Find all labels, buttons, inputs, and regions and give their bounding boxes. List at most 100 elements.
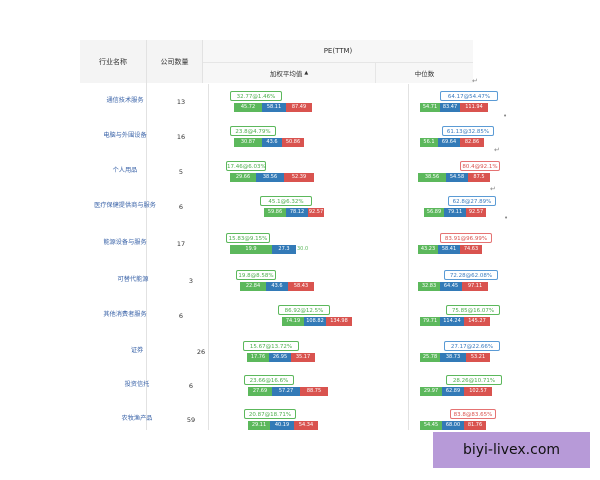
industry-name-link[interactable]: 能源设备与服务	[103, 239, 147, 246]
company-count: 3	[188, 277, 194, 285]
weighted-average-badge[interactable]: 86.92@12.5%	[278, 305, 330, 315]
quantile-low-segment: 22.84	[240, 282, 266, 291]
quantile-high-segment: 54.34	[294, 421, 318, 430]
column-header-industry[interactable]: 行业名称	[80, 40, 147, 83]
weighted-average-quantile-bar: 27.69 57.27 88.75	[248, 387, 328, 396]
quantile-low-segment: 30.87	[234, 138, 262, 147]
median-badge[interactable]: 62.8@27.89%	[448, 196, 496, 206]
column-header-weighted-average[interactable]: 加权平均值 ▲	[203, 63, 376, 83]
weighted-average-badge[interactable]: 23.66@16.6%	[244, 375, 294, 385]
quantile-mid-segment: 69.64	[438, 138, 460, 147]
median-badge[interactable]: 83.8@83.65%	[450, 409, 496, 419]
quantile-high-segment: 82.86	[460, 138, 484, 147]
quantile-high-segment: 52.39	[284, 173, 314, 182]
industry-name-link[interactable]: 证券	[130, 347, 144, 354]
median-quantile-bar: 56.1 69.64 82.86	[420, 138, 484, 147]
quantile-high-segment: 58.43	[288, 282, 314, 291]
quantile-mid-segment: 108.82	[304, 317, 326, 326]
return-mark-icon: •	[503, 112, 508, 120]
weighted-average-badge[interactable]: 15.83@9.15%	[226, 233, 270, 243]
median-quantile-bar: 32.83 64.45 97.11	[418, 282, 488, 291]
median-badge[interactable]: 75.85@16.07%	[446, 305, 500, 315]
median-badge[interactable]: 80.4@92.1%	[460, 161, 500, 171]
weighted-average-badge[interactable]: 20.87@18.71%	[244, 409, 296, 419]
company-count: 17	[176, 240, 186, 248]
quantile-mid-segment: 114.24	[440, 317, 464, 326]
weighted-average-badge[interactable]: 32.77@1.46%	[230, 91, 282, 101]
weighted-average-quantile-bar: 74.19 108.82 134.98	[282, 317, 352, 326]
median-badge[interactable]: 61.13@32.85%	[442, 126, 494, 136]
sort-ascending-icon[interactable]: ▲	[304, 70, 309, 76]
quantile-low-segment: 17.76	[247, 353, 269, 362]
industry-name-link[interactable]: 投资信托	[124, 381, 150, 388]
weighted-average-badge[interactable]: 17.46@6.03%	[226, 161, 266, 171]
quantile-low-segment: 56.89	[424, 208, 444, 217]
company-count: 13	[176, 98, 186, 106]
quantile-high-segment: 87.49	[286, 103, 312, 112]
table-header-left: 行业名称 公司数量	[80, 40, 203, 83]
industry-name-link[interactable]: 农牧渔产品	[121, 415, 153, 422]
median-quantile-bar: 79.71 114.24 145.27	[420, 317, 490, 326]
return-mark-icon: •	[504, 214, 509, 222]
quantile-low-segment: 32.83	[418, 282, 440, 291]
column-header-median[interactable]: 中位数	[414, 70, 435, 78]
median-quantile-bar: 29.97 62.89 102.57	[420, 387, 492, 396]
quantile-high-segment: 92.57	[466, 208, 486, 217]
return-mark-icon: ↵	[472, 77, 478, 85]
median-quantile-bar: 43.23 58.41 74.63	[418, 245, 482, 254]
industry-name-link[interactable]: 医疗保健提供商与服务	[94, 202, 156, 209]
weighted-average-badge[interactable]: 45.1@6.32%	[260, 196, 312, 206]
weighted-average-quantile-bar: 59.86 78.12 92.57	[264, 208, 324, 217]
median-quantile-bar: 54.45 68.00 81.76	[420, 421, 486, 430]
median-badge[interactable]: 27.17@22.66%	[444, 341, 500, 351]
quantile-low-segment: 45.72	[234, 103, 262, 112]
quantile-low-segment: 29.97	[420, 387, 442, 396]
quantile-low-segment: 79.71	[420, 317, 440, 326]
quantile-high-segment: 50.86	[282, 138, 304, 147]
column-header-pe-ttm: PE(TTM)	[203, 40, 473, 63]
quantile-mid-segment: 27.3	[272, 245, 296, 254]
column-header-company-count[interactable]: 公司数量	[160, 57, 189, 66]
quantile-mid-segment: 26.95	[269, 353, 291, 362]
industry-name-link[interactable]: 个人用品	[112, 167, 138, 174]
company-count: 16	[176, 133, 186, 141]
quantile-high-segment: 81.76	[464, 421, 486, 430]
industry-name-link[interactable]: 电脑与外围设备	[103, 132, 147, 139]
median-quantile-bar: 56.89 79.11 92.57	[424, 208, 486, 217]
quantile-mid-segment: 38.73	[440, 353, 466, 362]
industry-name-link[interactable]: 可替代能源	[117, 276, 149, 283]
weighted-average-quantile-bar: 22.84 43.6 58.43	[240, 282, 314, 291]
weighted-average-quantile-bar: 45.72 58.11 87.49	[234, 103, 312, 112]
industry-name-link[interactable]: 通信技术服务	[106, 97, 144, 104]
company-count: 6	[178, 203, 184, 211]
median-quantile-bar: 25.78 38.73 53.21	[420, 353, 490, 362]
median-badge[interactable]: 28.26@10.71%	[446, 375, 502, 385]
industry-name-link[interactable]: 其他消费者服务	[103, 311, 147, 318]
quantile-high-segment: 92.57	[308, 208, 324, 217]
weighted-average-quantile-bar: 29.66 38.56 52.39	[230, 173, 314, 182]
median-badge[interactable]: 72.28@62.08%	[444, 270, 498, 280]
watermark: biyi-livex.com	[433, 432, 590, 468]
return-mark-icon: ↵	[494, 146, 500, 154]
quantile-mid-segment: 79.11	[444, 208, 466, 217]
quantile-high-segment: 88.75	[300, 387, 328, 396]
weighted-average-badge[interactable]: 15.67@13.72%	[243, 341, 299, 351]
table-header-pe: PE(TTM) 加权平均值 ▲ 中位数	[203, 40, 473, 83]
weighted-average-quantile-bar: 30.87 43.6 50.86	[234, 138, 304, 147]
quantile-high-segment: 87.5	[468, 173, 490, 182]
quantile-mid-segment: 38.56	[256, 173, 284, 182]
quantile-high-segment: 53.21	[466, 353, 490, 362]
weighted-average-badge[interactable]: 19.8@8.58%	[236, 270, 276, 280]
quantile-low-segment: 29.66	[230, 173, 256, 182]
weighted-average-badge[interactable]: 23.8@4.79%	[230, 126, 276, 136]
quantile-mid-segment: 57.27	[272, 387, 300, 396]
quantile-mid-segment: 68.00	[442, 421, 464, 430]
weighted-average-quantile-bar: 17.76 26.95 35.17	[247, 353, 315, 362]
quantile-high-segment: 111.94	[460, 103, 488, 112]
median-badge[interactable]: 64.17@54.47%	[440, 91, 498, 101]
quantile-low-segment: 54.71	[420, 103, 440, 112]
quantile-mid-segment: 64.45	[440, 282, 462, 291]
median-badge[interactable]: 83.91@96.99%	[440, 233, 492, 243]
quantile-low-segment: 25.78	[420, 353, 440, 362]
quantile-low-segment: 56.1	[420, 138, 438, 147]
